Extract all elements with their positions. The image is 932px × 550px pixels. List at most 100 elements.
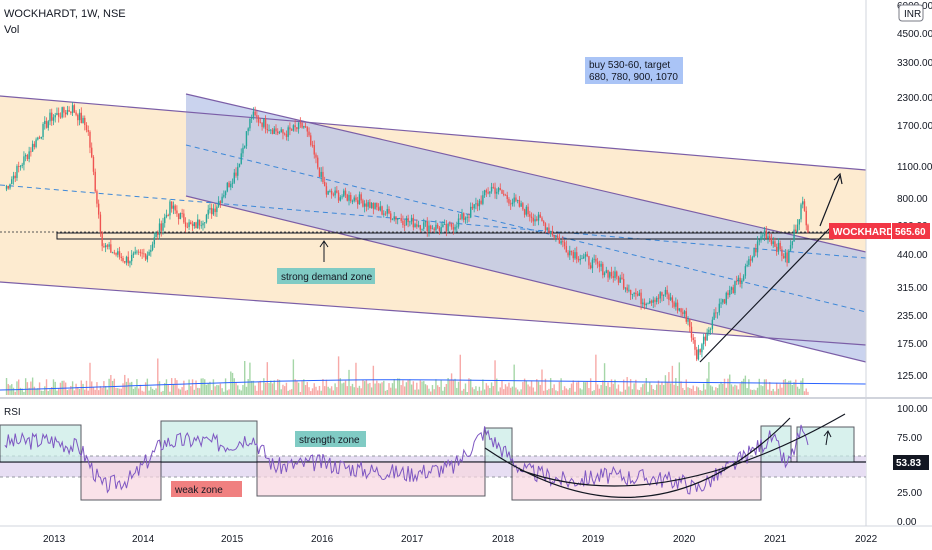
candle-body: [49, 112, 51, 122]
volume-bar: [784, 378, 787, 395]
outer-channel-lower: [0, 281, 866, 346]
candle-body: [649, 300, 651, 304]
candle-body: [722, 299, 724, 303]
candle-body: [348, 195, 350, 201]
volume-bar: [509, 387, 512, 395]
volume-bar: [355, 362, 357, 395]
volume-bar: [440, 379, 442, 395]
volume-bar: [303, 379, 305, 395]
candle-body: [24, 155, 27, 157]
candle-body: [443, 224, 446, 225]
volume-bar: [124, 374, 126, 395]
candle-body: [92, 157, 95, 172]
candle-body: [148, 251, 150, 256]
candle-body: [125, 256, 128, 263]
candle-body: [504, 194, 507, 196]
symbol-title[interactable]: WOCKHARDT, 1W, NSE: [4, 8, 126, 20]
candle-body: [732, 287, 734, 294]
volume-bar: [212, 379, 215, 395]
candle-body: [699, 349, 701, 353]
candle-body: [33, 143, 36, 147]
candle-body: [374, 202, 376, 209]
candle-body: [384, 213, 387, 215]
volume-bar: [329, 388, 331, 395]
volume-bar: [398, 378, 401, 395]
volume-bar: [322, 378, 324, 395]
volume-bar: [513, 364, 515, 395]
volume-bar: [782, 379, 785, 395]
volume-bar: [45, 379, 48, 395]
volume-bar: [146, 378, 149, 395]
candle-body: [350, 195, 352, 202]
volume-bar: [762, 386, 764, 395]
candle-body: [556, 236, 559, 238]
volume-bar: [137, 388, 140, 395]
candle-body: [416, 224, 418, 227]
outer-channel-upper: [0, 95, 866, 171]
rsi-tick: 75.00: [897, 433, 922, 444]
volume-bar: [624, 389, 627, 395]
volume-bar: [367, 383, 369, 395]
candle-body: [744, 266, 747, 276]
time-tick: 2018: [492, 534, 515, 545]
candle-body: [497, 188, 500, 192]
candle-body: [563, 242, 566, 247]
candle-body: [669, 297, 672, 300]
volume-bar: [476, 390, 479, 395]
candle-body: [626, 287, 628, 291]
price-axis: 6000.00 4500.00 3300.00 2300.00 1700.00 …: [897, 1, 932, 382]
volume-bar: [99, 386, 102, 395]
volume-bar: [160, 391, 162, 395]
candle-body: [247, 128, 249, 132]
volume-bar: [205, 384, 208, 395]
volume-bar: [223, 391, 225, 395]
candle-body: [308, 131, 310, 136]
volume-bar: [457, 381, 460, 395]
candle-body: [609, 272, 611, 278]
volume-bar: [463, 388, 465, 395]
volume-bar: [195, 380, 197, 395]
candle-body: [727, 292, 729, 295]
volume-bar: [574, 391, 576, 395]
volume-bar: [760, 385, 762, 395]
volume-bar: [125, 381, 128, 395]
candle-body: [332, 194, 335, 196]
volume-bar: [256, 390, 258, 395]
volume-bar: [516, 389, 519, 395]
candle-body: [30, 151, 32, 153]
candle-body: [205, 214, 208, 223]
volume-bar: [470, 379, 472, 395]
currency-badge[interactable]: INR: [898, 4, 924, 22]
volume-bar: [167, 384, 169, 395]
candle-body: [230, 183, 232, 188]
volume-bar: [765, 379, 767, 395]
volume-bar: [337, 356, 340, 395]
volume-bar: [614, 379, 616, 395]
candle-body: [760, 236, 762, 241]
candle-body: [63, 107, 65, 113]
volume-bar: [715, 387, 717, 395]
volume-bar: [210, 390, 213, 395]
volume-bar: [317, 390, 319, 395]
volume-bar: [40, 390, 43, 395]
volume-bar: [722, 383, 724, 395]
volume-bar: [59, 382, 62, 395]
volume-bar: [165, 379, 168, 395]
candle-body: [487, 192, 489, 194]
volume-bar: [141, 390, 143, 395]
candle-body: [235, 172, 237, 176]
candle-body: [805, 210, 807, 226]
candle-body: [549, 231, 552, 233]
volume-bar: [310, 391, 312, 395]
volume-bar: [591, 391, 594, 395]
volume-bar: [475, 386, 477, 395]
volume-bar: [264, 382, 267, 395]
candle-body: [789, 245, 792, 251]
volume-bar: [802, 378, 804, 395]
volume-bar: [396, 378, 399, 395]
candle-body: [129, 261, 131, 264]
candle-body: [38, 137, 41, 139]
volume-bar: [454, 378, 456, 395]
volume-bar: [501, 380, 503, 395]
volume-bar: [424, 384, 427, 395]
